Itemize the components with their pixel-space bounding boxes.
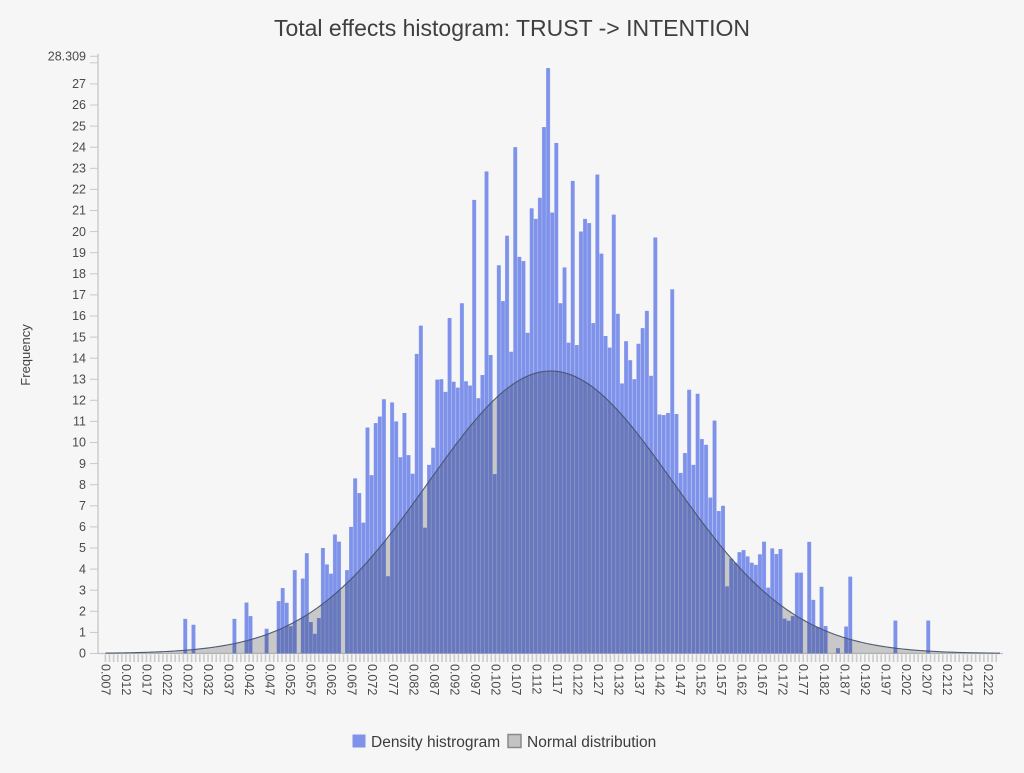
svg-text:0.142: 0.142 bbox=[653, 664, 667, 695]
svg-text:0.197: 0.197 bbox=[878, 664, 892, 695]
svg-text:0.122: 0.122 bbox=[571, 664, 585, 695]
svg-text:0.087: 0.087 bbox=[427, 664, 441, 695]
svg-text:0.112: 0.112 bbox=[529, 664, 543, 694]
svg-text:13: 13 bbox=[72, 373, 86, 387]
svg-text:0.222: 0.222 bbox=[981, 664, 995, 695]
svg-text:21: 21 bbox=[72, 204, 86, 218]
svg-text:0.097: 0.097 bbox=[468, 664, 482, 695]
svg-text:6: 6 bbox=[79, 520, 86, 534]
svg-text:19: 19 bbox=[72, 246, 86, 260]
svg-text:7: 7 bbox=[79, 499, 86, 513]
svg-text:0.132: 0.132 bbox=[612, 664, 626, 695]
svg-text:0.137: 0.137 bbox=[632, 664, 646, 695]
svg-text:0.057: 0.057 bbox=[304, 664, 318, 695]
svg-text:0.032: 0.032 bbox=[201, 664, 215, 695]
svg-text:0.127: 0.127 bbox=[591, 664, 605, 695]
svg-text:0: 0 bbox=[79, 647, 86, 661]
svg-text:0.177: 0.177 bbox=[796, 664, 810, 695]
svg-text:8: 8 bbox=[79, 478, 86, 492]
svg-text:0.007: 0.007 bbox=[98, 664, 112, 695]
svg-text:10: 10 bbox=[72, 436, 86, 450]
svg-text:0.117: 0.117 bbox=[550, 664, 564, 694]
svg-text:3: 3 bbox=[79, 583, 86, 597]
svg-text:24: 24 bbox=[72, 140, 86, 154]
svg-text:0.207: 0.207 bbox=[919, 664, 933, 695]
svg-text:27: 27 bbox=[72, 77, 86, 91]
svg-text:0.047: 0.047 bbox=[263, 664, 277, 695]
svg-text:0.042: 0.042 bbox=[242, 664, 256, 695]
svg-text:5: 5 bbox=[79, 541, 86, 555]
svg-text:Total effects histogram: TRUST: Total effects histogram: TRUST -> INTENT… bbox=[274, 15, 750, 41]
svg-text:26: 26 bbox=[72, 98, 86, 112]
svg-text:20: 20 bbox=[72, 225, 86, 239]
svg-text:Normal distribution: Normal distribution bbox=[527, 734, 656, 751]
svg-text:1: 1 bbox=[79, 626, 86, 640]
svg-text:18: 18 bbox=[72, 267, 86, 281]
svg-text:0.012: 0.012 bbox=[119, 664, 133, 695]
svg-text:22: 22 bbox=[72, 183, 86, 197]
svg-text:0.182: 0.182 bbox=[817, 664, 831, 695]
svg-text:0.212: 0.212 bbox=[940, 664, 954, 695]
svg-text:0.152: 0.152 bbox=[694, 664, 708, 695]
svg-text:0.092: 0.092 bbox=[447, 664, 461, 695]
svg-text:0.167: 0.167 bbox=[755, 664, 769, 695]
svg-text:2: 2 bbox=[79, 605, 86, 619]
svg-text:0.037: 0.037 bbox=[222, 664, 236, 695]
svg-text:0.067: 0.067 bbox=[345, 664, 359, 695]
svg-text:0.202: 0.202 bbox=[899, 664, 913, 695]
svg-text:4: 4 bbox=[79, 562, 86, 576]
svg-text:0.072: 0.072 bbox=[365, 664, 379, 695]
svg-text:16: 16 bbox=[72, 309, 86, 323]
svg-text:14: 14 bbox=[72, 351, 86, 365]
svg-text:0.052: 0.052 bbox=[283, 664, 297, 695]
svg-text:0.022: 0.022 bbox=[160, 664, 174, 695]
svg-text:0.107: 0.107 bbox=[509, 664, 523, 695]
svg-text:0.172: 0.172 bbox=[776, 664, 790, 695]
svg-text:9: 9 bbox=[79, 457, 86, 471]
svg-text:0.162: 0.162 bbox=[735, 664, 749, 695]
svg-text:0.192: 0.192 bbox=[858, 664, 872, 695]
svg-text:0.147: 0.147 bbox=[673, 664, 687, 695]
svg-text:0.157: 0.157 bbox=[714, 664, 728, 695]
svg-text:25: 25 bbox=[72, 119, 86, 133]
svg-text:Density histrogram: Density histrogram bbox=[371, 734, 500, 751]
svg-text:0.082: 0.082 bbox=[406, 664, 420, 695]
svg-text:17: 17 bbox=[72, 288, 86, 302]
svg-text:0.102: 0.102 bbox=[488, 664, 502, 695]
svg-text:0.187: 0.187 bbox=[837, 664, 851, 695]
svg-text:28.309: 28.309 bbox=[48, 50, 86, 64]
svg-text:Frequency: Frequency bbox=[18, 324, 33, 386]
svg-text:0.077: 0.077 bbox=[386, 664, 400, 695]
svg-text:11: 11 bbox=[73, 415, 86, 429]
svg-text:12: 12 bbox=[72, 394, 86, 408]
svg-text:0.017: 0.017 bbox=[140, 664, 154, 695]
svg-text:15: 15 bbox=[72, 330, 86, 344]
svg-text:0.062: 0.062 bbox=[324, 664, 338, 695]
svg-text:23: 23 bbox=[72, 162, 86, 176]
svg-text:0.027: 0.027 bbox=[181, 664, 195, 695]
svg-text:0.217: 0.217 bbox=[961, 664, 975, 695]
